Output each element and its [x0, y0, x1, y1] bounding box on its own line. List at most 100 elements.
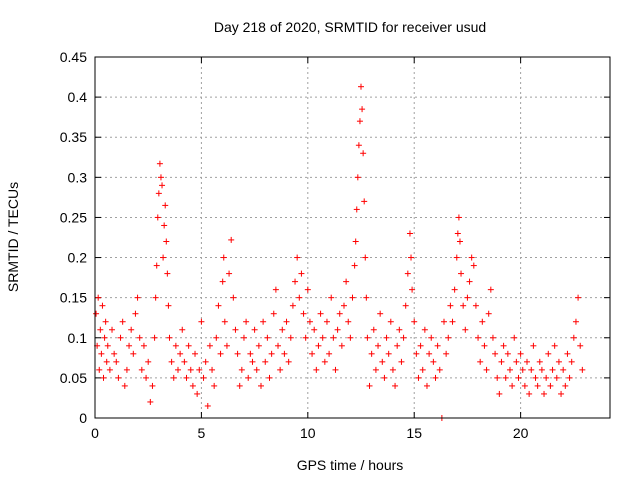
data-point [289, 302, 296, 309]
data-point [174, 366, 181, 373]
data-point [419, 366, 426, 373]
data-point [194, 390, 201, 397]
data-point [383, 334, 390, 341]
data-point [292, 278, 299, 285]
data-point [521, 382, 528, 389]
data-point [458, 270, 465, 277]
data-point [496, 390, 503, 397]
data-point [447, 302, 454, 309]
data-point [454, 230, 461, 237]
data-point [404, 270, 411, 277]
data-point [498, 358, 505, 365]
data-point [170, 374, 177, 381]
data-point [130, 350, 137, 357]
data-point [500, 342, 507, 349]
data-point [354, 174, 361, 181]
data-point [462, 326, 469, 333]
data-point [364, 334, 371, 341]
data-point [209, 366, 216, 373]
data-point [363, 294, 370, 301]
grid [95, 57, 610, 418]
data-point [153, 262, 160, 269]
data-point [300, 310, 307, 317]
data-point [240, 334, 247, 341]
data-point [377, 310, 384, 317]
data-point [157, 174, 164, 181]
data-point [277, 366, 284, 373]
data-point [285, 358, 292, 365]
data-point [360, 150, 367, 157]
data-point [262, 358, 269, 365]
data-point [156, 160, 163, 167]
data-point [413, 350, 420, 357]
data-point [245, 374, 252, 381]
data-point [294, 254, 301, 261]
data-point [106, 366, 113, 373]
data-point [317, 310, 324, 317]
data-point [260, 318, 267, 325]
y-tick-label: 0.3 [68, 169, 88, 185]
data-point [192, 350, 199, 357]
data-point [572, 318, 579, 325]
data-point [538, 366, 545, 373]
data-point [238, 366, 245, 373]
data-point [421, 326, 428, 333]
data-point [366, 382, 373, 389]
data-point [336, 310, 343, 317]
data-point [370, 326, 377, 333]
y-tick-label: 0.15 [60, 290, 87, 306]
data-point [115, 374, 122, 381]
data-point [143, 374, 150, 381]
data-point [524, 358, 531, 365]
data-point [249, 358, 256, 365]
data-point [502, 374, 509, 381]
data-point [196, 366, 203, 373]
data-point [101, 334, 108, 341]
data-point [358, 83, 365, 90]
data-point [161, 222, 168, 229]
data-point [351, 262, 358, 269]
data-point [302, 334, 309, 341]
plot-frame [94, 56, 611, 419]
data-point [204, 402, 211, 409]
data-point [349, 294, 356, 301]
data-point [109, 326, 116, 333]
data-point [345, 318, 352, 325]
data-point [247, 350, 254, 357]
data-point [206, 342, 213, 349]
data-point [517, 350, 524, 357]
data-point [166, 334, 173, 341]
data-point [309, 350, 316, 357]
data-point [485, 310, 492, 317]
data-point [513, 358, 520, 365]
data-point [257, 382, 264, 389]
data-point [313, 366, 320, 373]
data-point [100, 374, 107, 381]
data-point [306, 318, 313, 325]
data-point [152, 294, 159, 301]
chart-title: Day 218 of 2020, SRMTID for receiver usu… [214, 19, 486, 35]
data-point [283, 318, 290, 325]
data-point [468, 254, 475, 261]
data-point [98, 350, 105, 357]
data-point [400, 334, 407, 341]
data-point [389, 366, 396, 373]
data-point [221, 318, 228, 325]
data-point [279, 326, 286, 333]
data-point [268, 350, 275, 357]
x-tick-label: 20 [513, 425, 529, 441]
data-point [326, 350, 333, 357]
data-point [545, 350, 552, 357]
data-point [96, 366, 103, 373]
data-point [234, 350, 241, 357]
data-point [579, 366, 586, 373]
data-point [123, 366, 130, 373]
data-point [255, 342, 262, 349]
data-point [103, 358, 110, 365]
data-point [304, 286, 311, 293]
axis-ticks: 0 0.05 0.1 0.15 0.2 0.25 0.3 0.35 0.4 0.45 0 5 10 15 2… [60, 49, 610, 441]
data-point [298, 270, 305, 277]
y-axis-label: SRMTID / TECUs [5, 182, 21, 292]
data-point [455, 214, 462, 221]
data-point [568, 358, 575, 365]
